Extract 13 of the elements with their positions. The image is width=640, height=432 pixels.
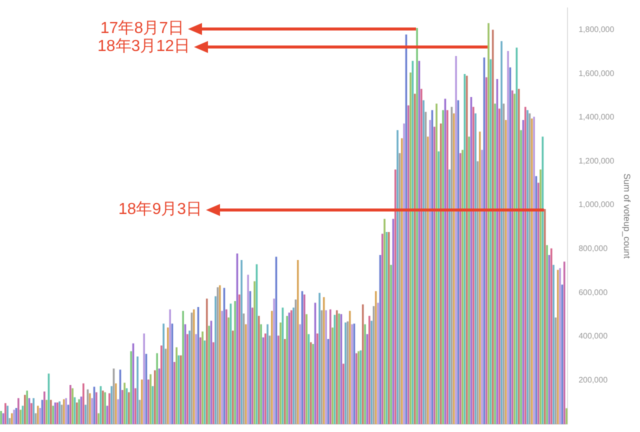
- y-tick-label: 600,000: [578, 288, 608, 297]
- y-tick-label: 1,400,000: [578, 112, 615, 122]
- y-tick-label: 1,200,000: [578, 156, 615, 166]
- y-tick-label: 1,800,000: [578, 24, 615, 34]
- y-tick-label: 1,000,000: [578, 200, 615, 210]
- annotation: 18年9月3日: [118, 200, 202, 220]
- y-tick-label: 200,000: [578, 376, 608, 385]
- y-axis-title: Sum of voteup_count: [622, 173, 632, 260]
- annotation: 18年3月12日: [98, 37, 190, 57]
- annotation: 17年8月7日: [100, 18, 184, 38]
- y-tick-label: 1,600,000: [578, 68, 615, 78]
- y-tick-label: 800,000: [578, 244, 608, 254]
- y-tick-label: 400,000: [578, 332, 608, 341]
